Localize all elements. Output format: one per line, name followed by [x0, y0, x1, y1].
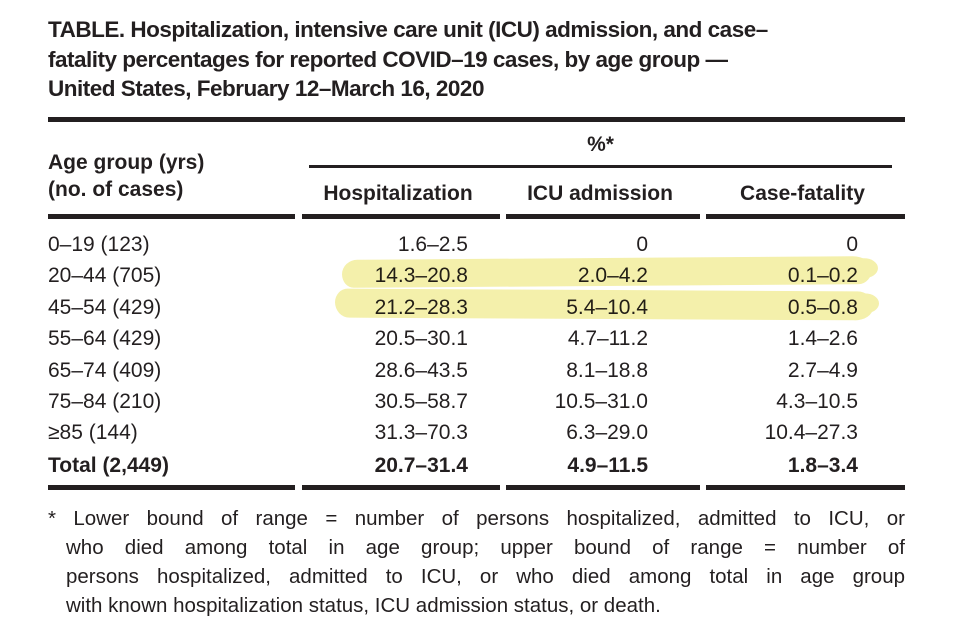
table-row-55-64: 55–64 (429) 20.5–30.1 4.7–11.2 1.4–2.6: [48, 323, 905, 354]
footnote-line-3: persons hospitalized, admitted to ICU, o…: [66, 565, 905, 588]
age-group-cell: Total (2,449): [48, 454, 169, 477]
table-title-line-3: United States, February 12–March 16, 202…: [48, 76, 484, 101]
hospitalization-cell: 1.6–2.5: [397, 233, 468, 256]
age-group-cell: 0–19 (123): [48, 233, 150, 256]
table-row-85-plus: ≥85 (144) 31.3–70.3 6.3–29.0 10.4–27.3: [48, 417, 905, 448]
table-footnote: * Lower bound of range = number of perso…: [48, 504, 905, 620]
case-fatality-cell: 10.4–27.3: [764, 421, 858, 444]
case-fatality-cell: 1.4–2.6: [787, 327, 858, 350]
column-header-row: Hospitalization ICU admission Case-fatal…: [0, 180, 956, 207]
age-group-header-line-2: (no. of cases): [48, 178, 184, 201]
table-title-line-1: TABLE. Hospitalization, intensive care u…: [48, 17, 768, 42]
table-row-65-74: 65–74 (409) 28.6–43.5 8.1–18.8 2.7–4.9: [48, 355, 905, 386]
age-group-column-header: Age group (yrs) (no. of cases): [48, 149, 296, 203]
table-row-75-84: 75–84 (210) 30.5–58.7 10.5–31.0 4.3–10.5: [48, 386, 905, 417]
header-rule-segment: [48, 214, 295, 219]
top-rule: [48, 117, 905, 122]
percent-spanner-header: %*: [587, 133, 614, 156]
column-header-case-fatality: Case-fatality: [740, 182, 865, 205]
case-fatality-cell: 2.7–4.9: [787, 359, 858, 382]
highlighter-stroke-row-20-44: [341, 256, 873, 288]
header-rule-segment: [302, 214, 500, 219]
bottom-rule-segment: [48, 485, 295, 490]
age-group-cell: 55–64 (429): [48, 327, 162, 350]
footnote-line-4: with known hospitalization status, ICU a…: [66, 594, 661, 617]
hospitalization-cell: 30.5–58.7: [374, 390, 468, 413]
table-row-total: Total (2,449) 20.7–31.4 4.9–11.5 1.8–3.4: [48, 449, 905, 482]
bottom-rule-segment: [706, 485, 905, 490]
spanner-rule: [309, 165, 892, 168]
age-group-cell: 45–54 (429): [48, 296, 162, 319]
age-group-header-line-1: Age group (yrs): [48, 151, 205, 174]
case-fatality-cell: 0: [846, 233, 858, 256]
icu-admission-cell: 10.5–31.0: [554, 390, 648, 413]
case-fatality-cell: 1.8–3.4: [787, 454, 858, 477]
age-group-cell: 75–84 (210): [48, 390, 162, 413]
hospitalization-cell: 20.5–30.1: [374, 327, 468, 350]
age-group-cell: 65–74 (409): [48, 359, 162, 382]
table-title-line-2: fatality percentages for reported COVID–…: [48, 46, 728, 72]
header-rule-segment: [706, 214, 905, 219]
icu-admission-cell: 0: [636, 233, 648, 256]
table-row-0-19: 0–19 (123) 1.6–2.5 0 0: [48, 229, 905, 260]
icu-admission-cell: 4.7–11.2: [567, 327, 648, 350]
footnote-line-1: * Lower bound of range = number of perso…: [48, 507, 905, 530]
icu-admission-cell: 6.3–29.0: [566, 421, 648, 444]
column-header-icu-admission: ICU admission: [527, 182, 673, 205]
bottom-rule-segment: [506, 485, 700, 490]
hospitalization-cell: 31.3–70.3: [374, 421, 468, 444]
column-header-hospitalization: Hospitalization: [323, 182, 473, 205]
bottom-rule-segment: [302, 485, 500, 490]
hospitalization-cell: 20.7–31.4: [374, 454, 468, 477]
highlighter-stroke-row-45-54: [334, 288, 874, 321]
case-fatality-cell: 4.3–10.5: [776, 390, 858, 413]
footnote-line-2: who died among total in age group; upper…: [66, 536, 905, 559]
hospitalization-cell: 28.6–43.5: [374, 359, 468, 382]
age-group-cell: ≥85 (144): [48, 421, 138, 444]
table-title: TABLE. Hospitalization, intensive care u…: [48, 15, 908, 104]
header-rule-segment: [506, 214, 700, 219]
icu-admission-cell: 4.9–11.5: [567, 454, 648, 477]
icu-admission-cell: 8.1–18.8: [566, 359, 648, 382]
age-group-cell: 20–44 (705): [48, 264, 162, 287]
